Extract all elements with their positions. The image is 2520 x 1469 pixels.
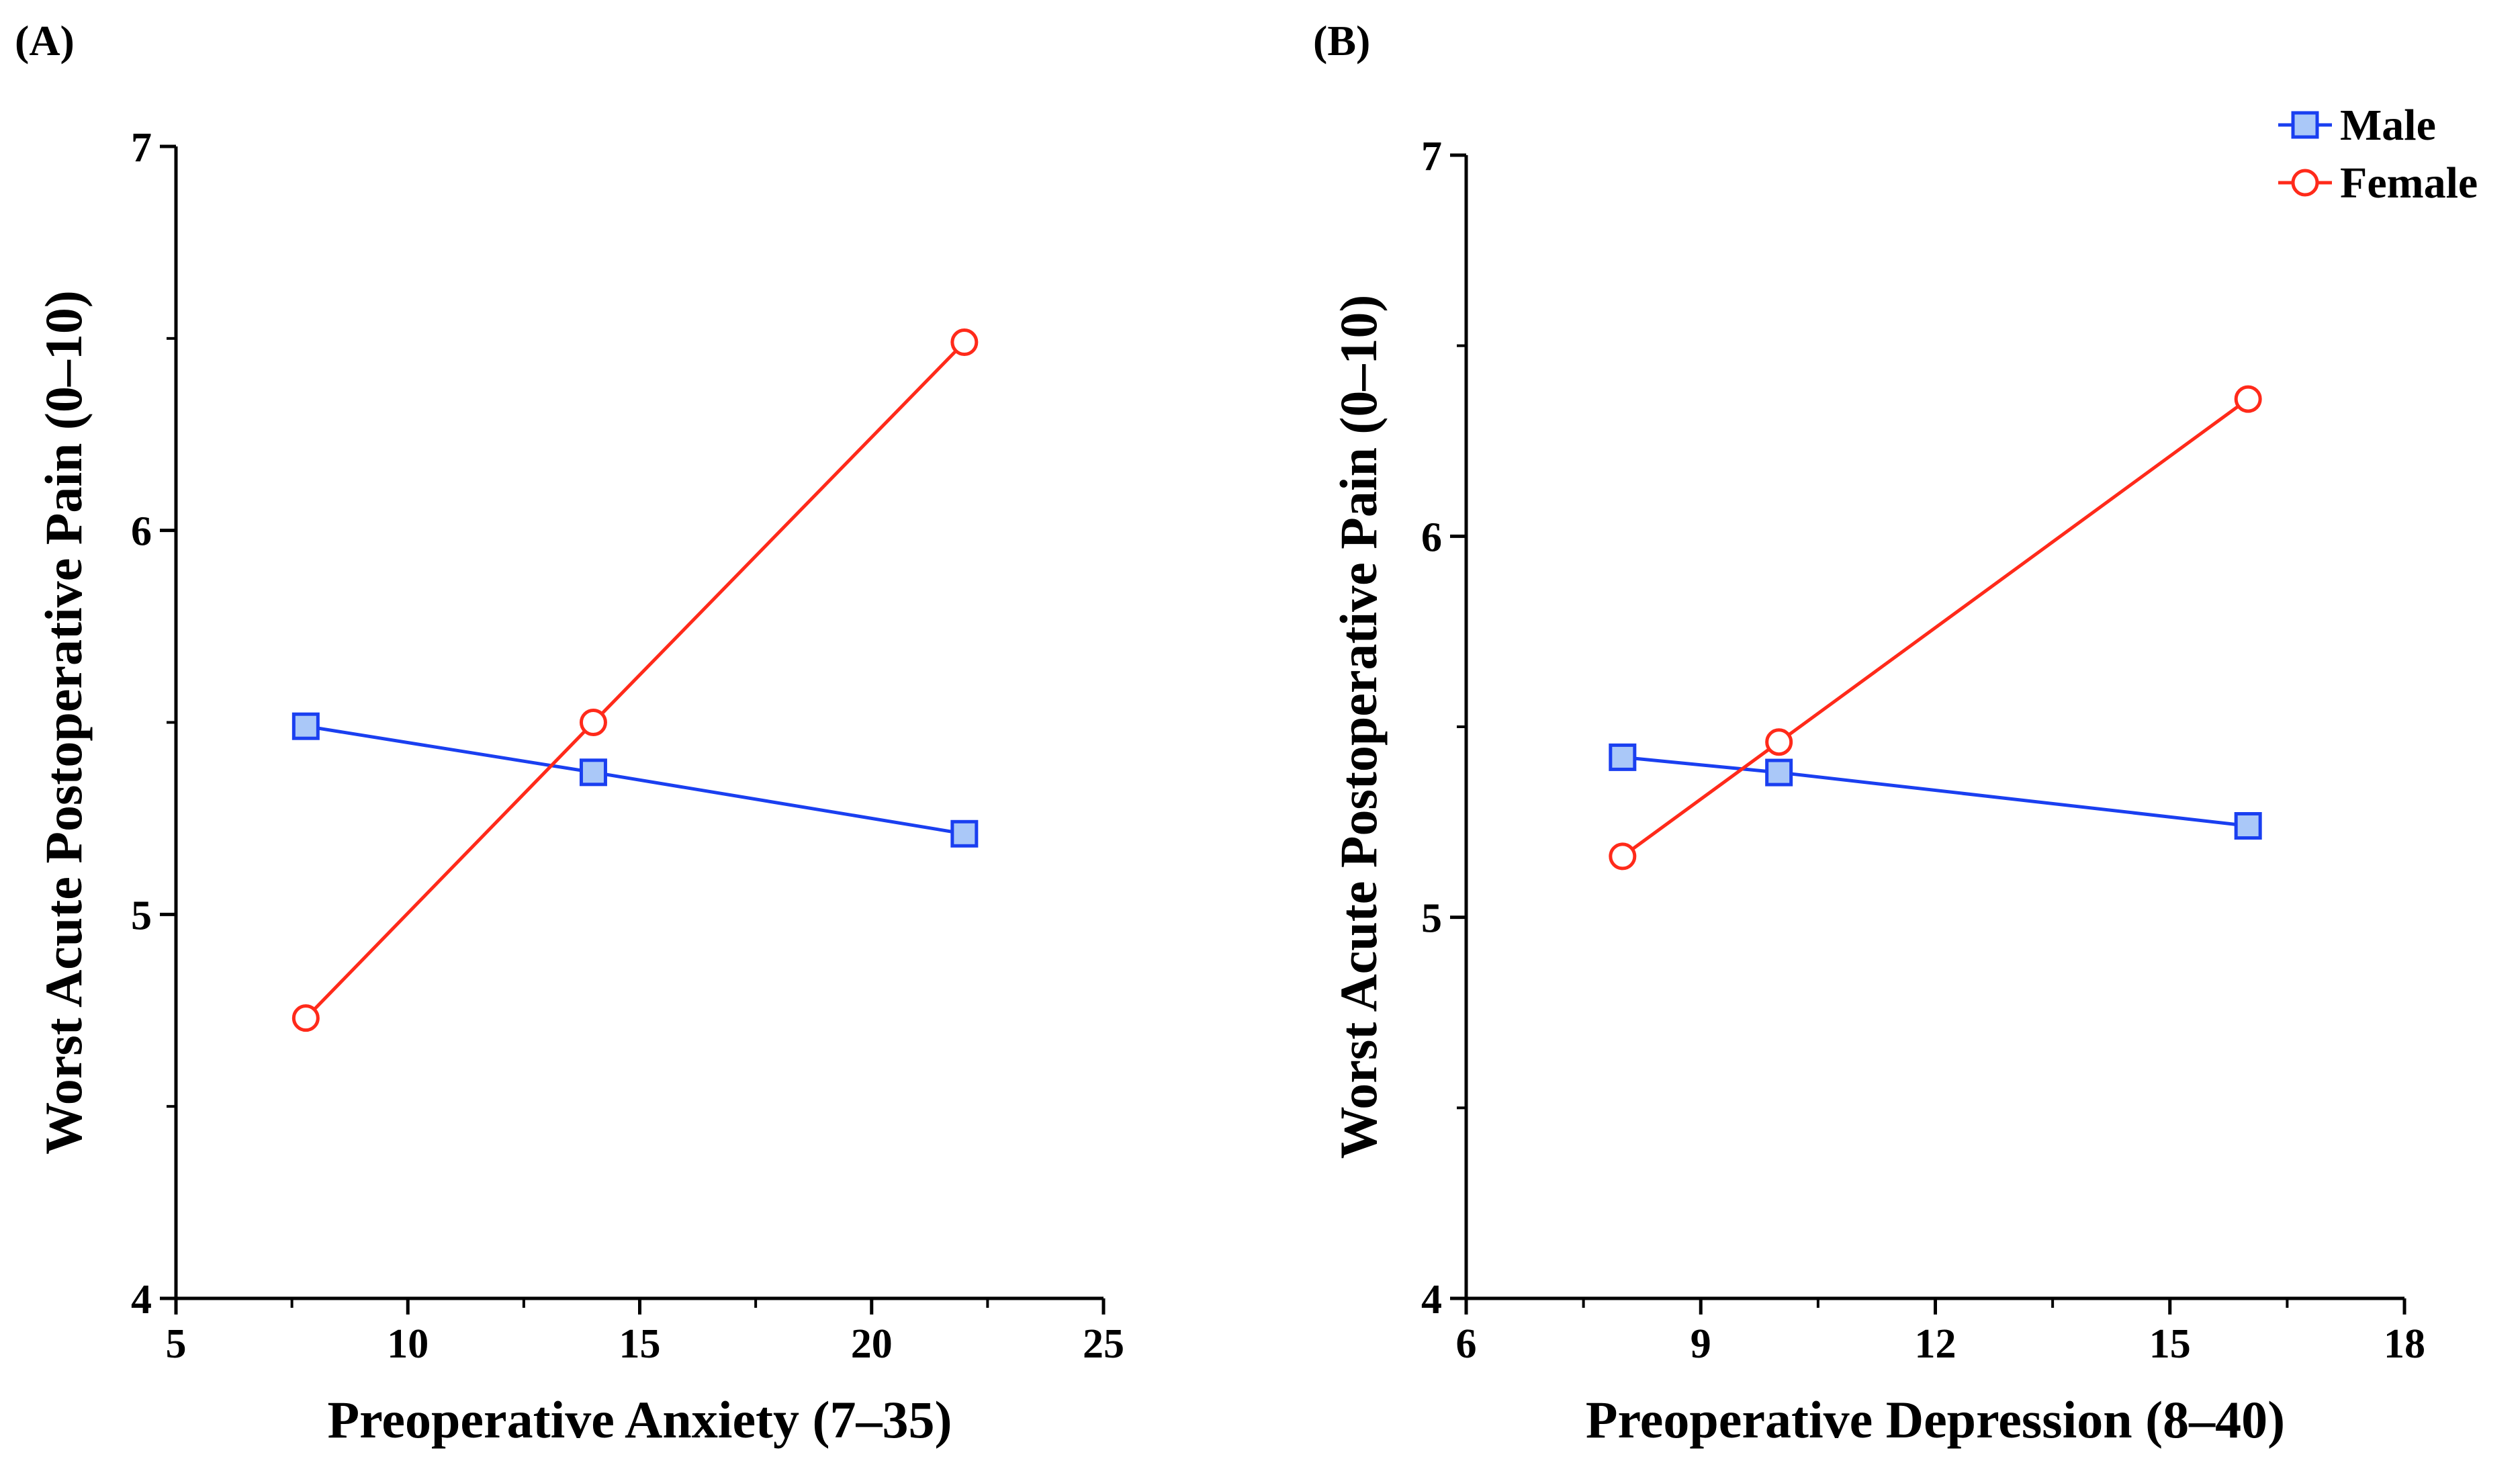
legend-female-label: Female bbox=[2340, 159, 2478, 208]
panel-b-male-point bbox=[2234, 812, 2262, 840]
panel-b-male-point bbox=[1765, 758, 1793, 787]
panel-a-male-point bbox=[579, 758, 607, 787]
panel-a-male-point bbox=[950, 819, 979, 848]
legend-male-square-marker bbox=[2291, 111, 2319, 139]
panel-b-label: (B) bbox=[1313, 17, 1370, 64]
panel-b-series bbox=[1609, 385, 2262, 871]
panel-b-y-tick-label: 6 bbox=[1421, 515, 1442, 560]
panel-a-x-tick-label: 20 bbox=[851, 1321, 893, 1367]
panel-a-y-tick-label: 6 bbox=[131, 509, 152, 555]
legend-female-circle-marker bbox=[2291, 169, 2319, 197]
legend-entry-female: Female bbox=[2278, 159, 2478, 208]
panel-a-x-tick-label: 10 bbox=[387, 1321, 429, 1367]
legend-male-label: Male bbox=[2340, 101, 2436, 150]
panel-a-y-axis-title: Worst Acute Postoperative Pain (0–10) bbox=[34, 290, 93, 1155]
panel-a-female-point bbox=[950, 328, 979, 357]
panel-a-label: (A) bbox=[15, 17, 75, 64]
panel-b-female-point bbox=[1765, 728, 1793, 756]
panel-b-y-axis-title: Worst Acute Postoperative Pain (0–10) bbox=[1329, 295, 1388, 1159]
panel-b-y-tick-label: 7 bbox=[1421, 134, 1442, 179]
panel-b-y-tick-label: 4 bbox=[1421, 1277, 1442, 1323]
panel-a-x-tick-label: 15 bbox=[619, 1321, 661, 1367]
panel-a-x-tick-label: 25 bbox=[1083, 1321, 1124, 1367]
panel-b-male-line bbox=[1622, 755, 2249, 828]
legend: Male Female bbox=[2278, 101, 2478, 208]
panel-a-series bbox=[291, 328, 979, 1032]
panel-b-x-tick-label: 6 bbox=[1456, 1321, 1477, 1367]
panel-a-y-tick-label: 5 bbox=[131, 893, 152, 938]
panel-b-x-tick-label: 12 bbox=[1915, 1321, 1956, 1367]
panel-b-x-axis-title: Preoperative Depression (8–40) bbox=[1586, 1390, 2285, 1449]
panel-a-male-line bbox=[305, 724, 965, 836]
panel-a-y-tick-label: 4 bbox=[131, 1277, 152, 1323]
panel-b-male-point bbox=[1609, 743, 1637, 771]
panel-b-x-tick-label: 18 bbox=[2384, 1321, 2425, 1367]
panel-b-female-line bbox=[1621, 398, 2249, 858]
panel-a-male-point bbox=[291, 712, 320, 740]
panel-a-y-tick-label: 7 bbox=[131, 125, 152, 171]
panel-a-female-point bbox=[579, 709, 607, 736]
panel-b-ticks: 6 9 12 15 18 4 5 6 7 bbox=[1421, 134, 2425, 1367]
panel-b-female-point bbox=[1609, 842, 1637, 871]
panel-a-female-point bbox=[291, 1004, 320, 1032]
panel-a-x-axis-title: Preoperative Anxiety (7–35) bbox=[328, 1390, 952, 1449]
panel-b-x-tick-label: 9 bbox=[1691, 1321, 1711, 1367]
panel-b-y-tick-label: 5 bbox=[1421, 896, 1442, 942]
panel-a-female-line bbox=[304, 341, 966, 1020]
panel-a-x-tick-label: 5 bbox=[166, 1321, 187, 1367]
panel-b-x-tick-label: 15 bbox=[2149, 1321, 2191, 1367]
legend-entry-male: Male bbox=[2278, 101, 2436, 150]
panel-b: (B) 6 9 12 15 18 4 5 6 7 Preoperative Depression… bbox=[1313, 17, 2425, 1449]
panel-b-female-point bbox=[2234, 385, 2262, 413]
